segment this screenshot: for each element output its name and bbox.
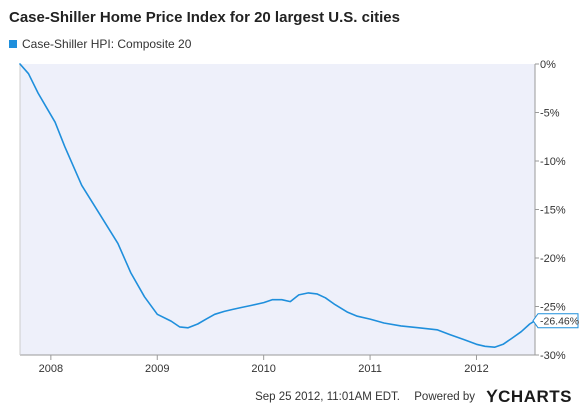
y-tick-label: -30% <box>540 350 566 362</box>
x-tick-label: 2011 <box>358 363 382 375</box>
last-value-layer: -26.46% <box>532 313 579 329</box>
footer-timestamp: Sep 25 2012, 11:01AM EDT. <box>255 391 400 403</box>
legend[interactable]: Case-Shiller HPI: Composite 20 <box>9 37 191 51</box>
line-chart: 0%-5%-10%-15%-20%-25%-30% 2008 2009 2010 20… <box>19 59 579 375</box>
y-tick-label: -25% <box>540 302 566 314</box>
x-axis: 2008 2009 2010 2011 2012 <box>19 64 535 375</box>
last-value-box <box>532 313 579 329</box>
series-line-composite-20[interactable] <box>19 63 536 349</box>
legend-label: Case-Shiller HPI: Composite 20 <box>22 37 192 51</box>
footer: Sep 25 2012, 11:01AM EDT. Powered by YCH… <box>0 386 580 408</box>
y-tick-label: -20% <box>540 253 566 265</box>
series-layer <box>19 63 536 349</box>
x-tick-label: 2010 <box>251 363 275 375</box>
legend-swatch <box>9 40 17 48</box>
x-tick-label: 2009 <box>145 363 169 375</box>
y-axis: 0% -5% -10% -15% -20% -25% -30% <box>534 59 566 362</box>
y-tick-label: 0% <box>540 59 556 71</box>
chart-title: Case-Shiller Home Price Index for 20 lar… <box>9 9 400 26</box>
x-tick-label: 2012 <box>464 363 488 375</box>
ycharts-logo[interactable]: YCHARTS <box>485 386 572 407</box>
y-tick-label: -10% <box>540 156 566 168</box>
plot-area <box>20 64 535 355</box>
last-value-label: -26.46% <box>540 316 579 328</box>
ycharts-logo-text: CHARTS <box>498 387 572 406</box>
x-tick-label: 2008 <box>39 363 63 375</box>
footer-powered-by: Powered by <box>414 391 475 403</box>
y-tick-label: -15% <box>540 205 566 217</box>
y-tick-label: -5% <box>540 108 560 120</box>
